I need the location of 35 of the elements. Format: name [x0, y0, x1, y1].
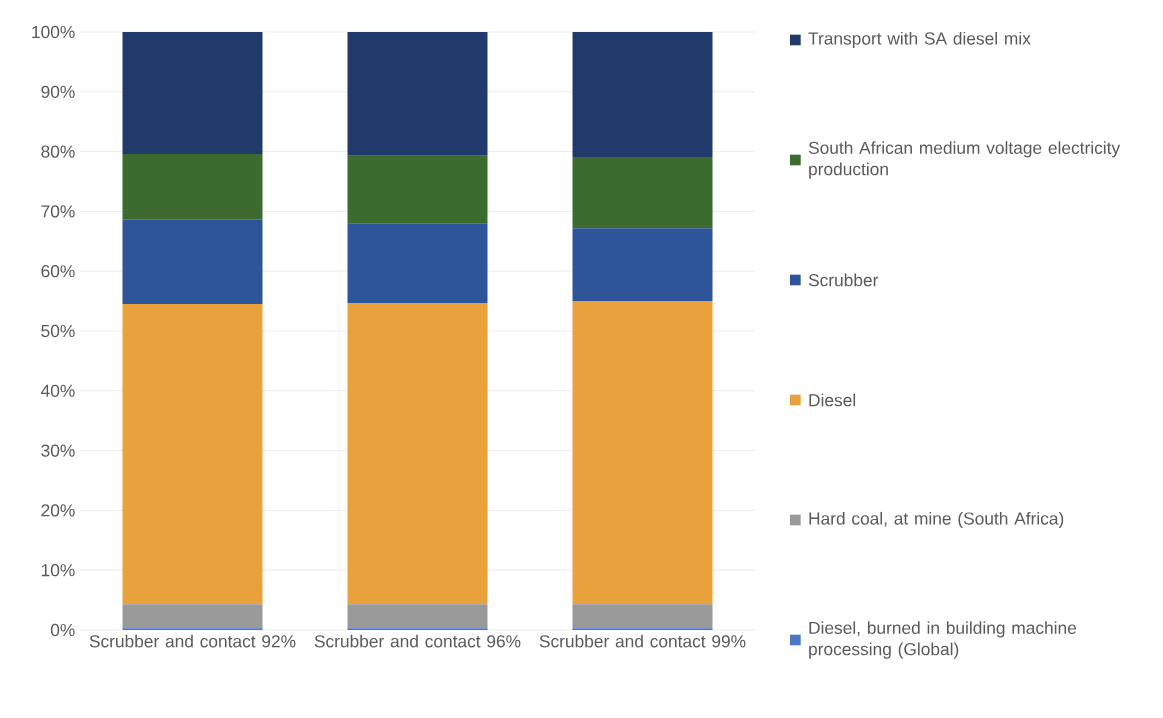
y-tick-label: 90%: [41, 85, 75, 98]
bar: [572, 301, 713, 605]
y-tick-label: 40%: [41, 384, 75, 397]
bar: [122, 604, 263, 629]
bar: [347, 302, 488, 605]
y-tick-label: 20%: [41, 504, 75, 517]
y-tick-label: 100%: [32, 25, 75, 39]
y-tick-label: 60%: [41, 265, 75, 278]
y-tick-label: 0%: [50, 623, 75, 637]
bar: [347, 604, 488, 629]
x-tick-label: Scrubber and contact 92%: [89, 634, 296, 648]
bar: [572, 228, 713, 302]
y-tick-label: 80%: [41, 145, 75, 158]
y-tick-label: 70%: [41, 205, 75, 218]
legend-label: Diesel, burned in building machine processing (Global): [809, 621, 1077, 659]
legend-label: Diesel: [809, 393, 856, 407]
bar: [572, 156, 713, 229]
y-tick-label: 50%: [41, 324, 75, 338]
x-tick-label: Scrubber and contact 96%: [314, 634, 521, 648]
bar: [122, 153, 263, 220]
x-tick-label: Scrubber and contact 99%: [539, 634, 746, 648]
legend-label: Transport with SA diesel mix: [808, 31, 1031, 49]
bar: [347, 223, 488, 303]
legend-label: South African medium voltage electricity production: [808, 141, 1121, 179]
bar: [347, 155, 488, 224]
legend-label: Hard coal, at mine (South Africa): [809, 511, 1064, 529]
bar: [572, 31, 713, 157]
y-tick-label: 30%: [41, 444, 75, 457]
bar: [122, 219, 263, 305]
y-tick-label: 10%: [41, 564, 75, 577]
bar: [122, 304, 263, 605]
bar: [572, 604, 713, 629]
bar: [347, 31, 488, 156]
bar: [122, 31, 263, 154]
legend-label: Scrubber: [808, 273, 879, 287]
